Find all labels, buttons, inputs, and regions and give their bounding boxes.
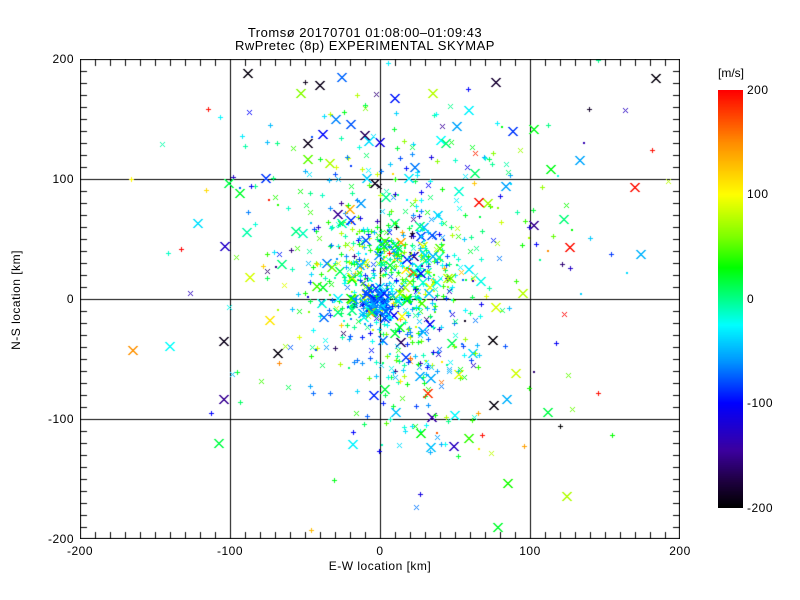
- colorbar-unit-label: [m/s]: [718, 66, 744, 80]
- skymap-plot: [80, 59, 680, 539]
- y-axis-label: N-S location [km]: [9, 250, 23, 350]
- colorbar-tick-100: 100: [747, 187, 769, 201]
- x-tick-neg200: -200: [66, 544, 94, 558]
- x-axis-label: E-W location [km]: [328, 559, 432, 573]
- x-tick-100: 100: [519, 544, 541, 558]
- y-tick-200: 200: [52, 52, 74, 66]
- plot-title-line2: RwPretec (8p) EXPERIMENTAL SKYMAP: [235, 38, 495, 53]
- x-tick-0: 0: [376, 544, 384, 558]
- y-tick-0: 0: [66, 292, 74, 306]
- plot-title-line1: Tromsø 20170701 01:08:00–01:09:43: [247, 25, 483, 40]
- y-tick-neg100: -100: [47, 412, 74, 426]
- colorbar-tick-neg100: -100: [747, 396, 774, 410]
- y-tick-neg200: -200: [47, 532, 74, 546]
- x-tick-200: 200: [669, 544, 691, 558]
- colorbar-tick-neg200: -200: [747, 501, 774, 515]
- colorbar-gradient: [718, 90, 743, 508]
- x-tick-neg100: -100: [216, 544, 244, 558]
- colorbar-tick-0: 0: [747, 292, 755, 306]
- y-tick-100: 100: [52, 172, 74, 186]
- colorbar-tick-200: 200: [747, 83, 769, 97]
